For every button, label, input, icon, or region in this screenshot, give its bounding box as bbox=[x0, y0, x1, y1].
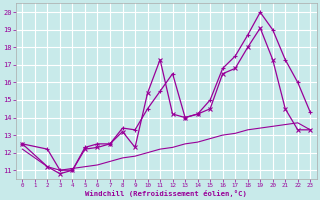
X-axis label: Windchill (Refroidissement éolien,°C): Windchill (Refroidissement éolien,°C) bbox=[85, 190, 247, 197]
